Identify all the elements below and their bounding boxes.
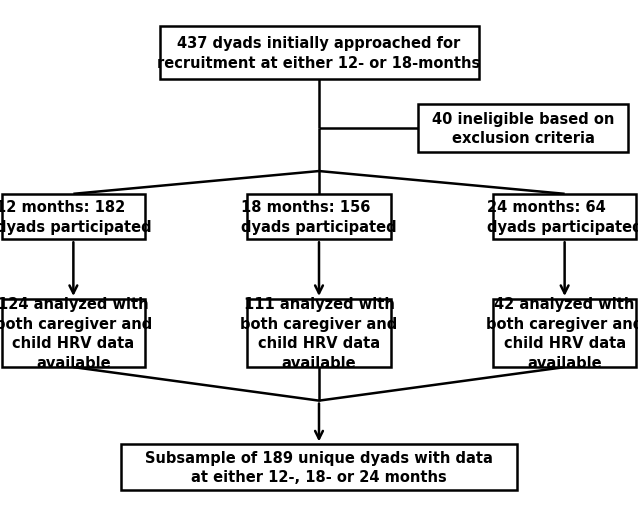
- Text: 12 months: 182
dyads participated: 12 months: 182 dyads participated: [0, 200, 151, 234]
- Text: 437 dyads initially approached for
recruitment at either 12- or 18-months: 437 dyads initially approached for recru…: [158, 36, 480, 70]
- FancyBboxPatch shape: [247, 299, 390, 368]
- FancyBboxPatch shape: [121, 444, 517, 490]
- Text: 124 analyzed with
both caregiver and
child HRV data
available: 124 analyzed with both caregiver and chi…: [0, 296, 152, 371]
- Text: 18 months: 156
dyads participated: 18 months: 156 dyads participated: [241, 200, 397, 234]
- FancyBboxPatch shape: [493, 299, 636, 368]
- Text: Subsample of 189 unique dyads with data
at either 12-, 18- or 24 months: Subsample of 189 unique dyads with data …: [145, 450, 493, 484]
- FancyBboxPatch shape: [160, 26, 478, 79]
- FancyBboxPatch shape: [418, 105, 628, 153]
- FancyBboxPatch shape: [2, 299, 145, 368]
- FancyBboxPatch shape: [2, 194, 145, 240]
- Text: 111 analyzed with
both caregiver and
child HRV data
available: 111 analyzed with both caregiver and chi…: [241, 296, 397, 371]
- Text: 42 analyzed with
both caregiver and
child HRV data
available: 42 analyzed with both caregiver and chil…: [486, 296, 638, 371]
- Text: 24 months: 64
dyads participated: 24 months: 64 dyads participated: [487, 200, 638, 234]
- Text: 40 ineligible based on
exclusion criteria: 40 ineligible based on exclusion criteri…: [432, 112, 614, 146]
- FancyBboxPatch shape: [493, 194, 636, 240]
- FancyBboxPatch shape: [247, 194, 390, 240]
